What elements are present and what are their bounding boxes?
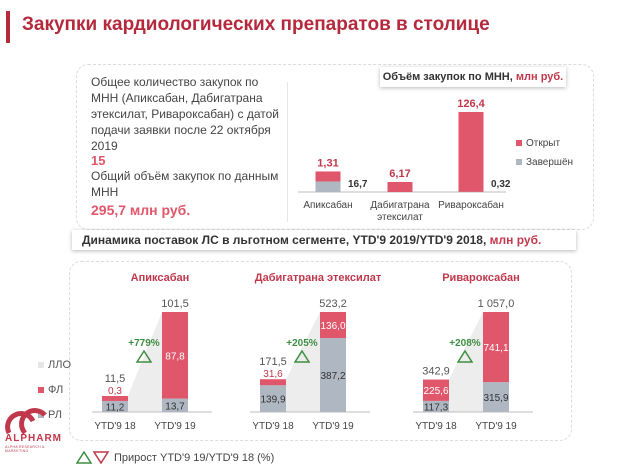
legend-label-fl: ФЛ xyxy=(48,384,64,396)
label-fl-0-0: 0,3 xyxy=(108,386,122,397)
footnote-text: Прирост YTD'9 19/YTD'9 18 (%) xyxy=(114,451,275,464)
label-rl-0-1: 13,7 xyxy=(165,401,185,412)
bar-rl-2-0 xyxy=(423,400,449,412)
label-volume-open-2: 126,4 xyxy=(457,98,485,110)
label-fl-1-0: 31,6 xyxy=(263,369,283,380)
growth-label-1: +205% xyxy=(286,338,318,349)
bar-rl-0-0 xyxy=(102,400,128,412)
title-accent-bar xyxy=(6,11,10,43)
panel-title-1: Дабигатрана этексилат xyxy=(255,272,382,284)
purchase-count: 15 xyxy=(91,153,106,168)
legend-item-llo: ЛЛО xyxy=(38,359,71,371)
tick-0-0: YTD'9 18 xyxy=(94,421,136,432)
tick-volume-апиксабан-0: Апиксабан xyxy=(303,199,352,211)
growth-up-triangle-icon-0 xyxy=(135,349,153,363)
tick-volume-дабигатрана-этексилат-1: этексилат xyxy=(377,212,423,223)
legend-label-volume-0: Открыт xyxy=(526,138,560,149)
bar-volume-completed-0 xyxy=(315,181,341,192)
tick-1-1: YTD'9 19 xyxy=(312,421,354,432)
dynamics-chart-title: Динамика поставок ЛС в льготном сегменте… xyxy=(72,230,576,250)
bar-volume-open-2 xyxy=(458,112,484,192)
purchase-total: 295,7 млн руб. xyxy=(91,202,191,218)
growth-up-triangle-icon-2 xyxy=(456,349,474,363)
label-volume-open-0: 1,31 xyxy=(317,157,338,169)
summary-volume-label: Общий объём закупок по данным МНН xyxy=(91,169,279,199)
label-rl-1-0: 139,9 xyxy=(260,395,285,406)
tick-2-0: YTD'9 18 xyxy=(415,421,457,432)
legend-item-fl: ФЛ xyxy=(38,384,71,396)
tick-volume-дабигатрана-этексилат-0: Дабигатрана xyxy=(370,199,430,211)
bar-rl-0-1 xyxy=(162,398,188,412)
volume-title-unit: млн руб. xyxy=(515,71,564,83)
tick-volume-ривароксабан-0: Ривароксабан xyxy=(438,199,504,211)
legend-label-volume-1: Завершён xyxy=(526,157,573,168)
bar-rl-1-0 xyxy=(260,385,286,412)
growth-label-0: +779% xyxy=(128,338,160,349)
label-volume-completed-0: 16,7 xyxy=(348,179,368,190)
tick-1-0: YTD'9 18 xyxy=(252,421,294,432)
summary-divider xyxy=(287,82,288,222)
dynamics-legend: ЛЛО ФЛ РЛ xyxy=(38,359,71,434)
bar-volume-open-0 xyxy=(315,171,341,182)
legend-swatch-volume-1 xyxy=(516,159,522,165)
label-fl-0-1: 87,8 xyxy=(165,351,185,362)
summary-panel xyxy=(76,64,594,230)
growth-up-triangle-icon-1 xyxy=(293,349,311,363)
bar-fl-0-1 xyxy=(162,312,188,399)
logo-name: ALPHARM xyxy=(5,433,62,444)
legend-swatch-llo xyxy=(38,362,44,368)
bar-fl-1-1 xyxy=(320,312,346,338)
bar-rl-1-1 xyxy=(320,337,346,412)
label-volume-completed-2: 0,32 xyxy=(491,179,511,190)
label-fl-2-1: 741,1 xyxy=(483,343,508,354)
label-fl-1-1: 136,0 xyxy=(320,321,345,332)
bar-volume-open-1 xyxy=(387,182,413,192)
label-total-0-1: 101,5 xyxy=(161,298,189,310)
label-total-0-0: 11,5 xyxy=(105,373,126,385)
page-title: Закупки кардиологических препаратов в ст… xyxy=(22,14,490,35)
panel-title-2: Ривароксабан xyxy=(442,272,520,284)
legend-swatch-fl xyxy=(38,387,44,393)
label-rl-2-1: 315,9 xyxy=(483,393,508,404)
legend-swatch-volume-0 xyxy=(516,140,522,146)
label-volume-open-1: 6,17 xyxy=(389,168,410,180)
legend-label-llo: ЛЛО xyxy=(48,359,71,371)
logo-tagline: ALPHA RESEARCH & MARKETING xyxy=(5,445,45,453)
dynamics-title-unit: млн руб. xyxy=(489,233,542,247)
legend-item-rl: РЛ xyxy=(38,409,71,421)
alpharm-logo-mark-icon xyxy=(5,408,47,435)
tick-0-1: YTD'9 19 xyxy=(154,421,196,432)
growth-label-2: +208% xyxy=(449,338,481,349)
label-rl-1-1: 387,2 xyxy=(320,371,345,382)
legend-label-rl: РЛ xyxy=(48,409,62,421)
label-total-2-1: 1 057,0 xyxy=(478,298,515,310)
label-fl-2-0: 225,6 xyxy=(423,386,448,397)
label-total-2-0: 342,9 xyxy=(422,366,450,378)
bar-fl-0-0 xyxy=(102,395,128,401)
dynamics-title-text: Динамика поставок ЛС в льготном сегменте… xyxy=(82,233,487,247)
label-total-1-1: 523,2 xyxy=(319,298,347,310)
label-rl-0-0: 11,2 xyxy=(106,402,125,413)
growth-triangles-icon xyxy=(76,451,110,464)
tick-2-1: YTD'9 19 xyxy=(475,421,517,432)
label-rl-2-0: 117,3 xyxy=(424,402,449,413)
summary-description: Общее количество закупок по МНН (Апиксаб… xyxy=(91,75,279,153)
volume-title-text: Объём закупок по МНН, xyxy=(382,71,513,83)
legend-swatch-rl xyxy=(38,412,44,418)
growth-footnote: Прирост YTD'9 19/YTD'9 18 (%) xyxy=(76,451,274,464)
bar-fl-2-1 xyxy=(483,312,509,383)
bar-fl-2-0 xyxy=(423,379,449,401)
label-total-1-0: 171,5 xyxy=(259,356,287,368)
panel-title-0: Апиксабан xyxy=(131,272,190,284)
bar-rl-2-1 xyxy=(483,382,509,412)
alpharm-logo: ALPHARM ALPHA RESEARCH & MARKETING xyxy=(5,407,65,453)
volume-chart-title: Объём закупок по МНН, млн руб. xyxy=(380,67,566,87)
bar-fl-1-0 xyxy=(260,379,286,386)
